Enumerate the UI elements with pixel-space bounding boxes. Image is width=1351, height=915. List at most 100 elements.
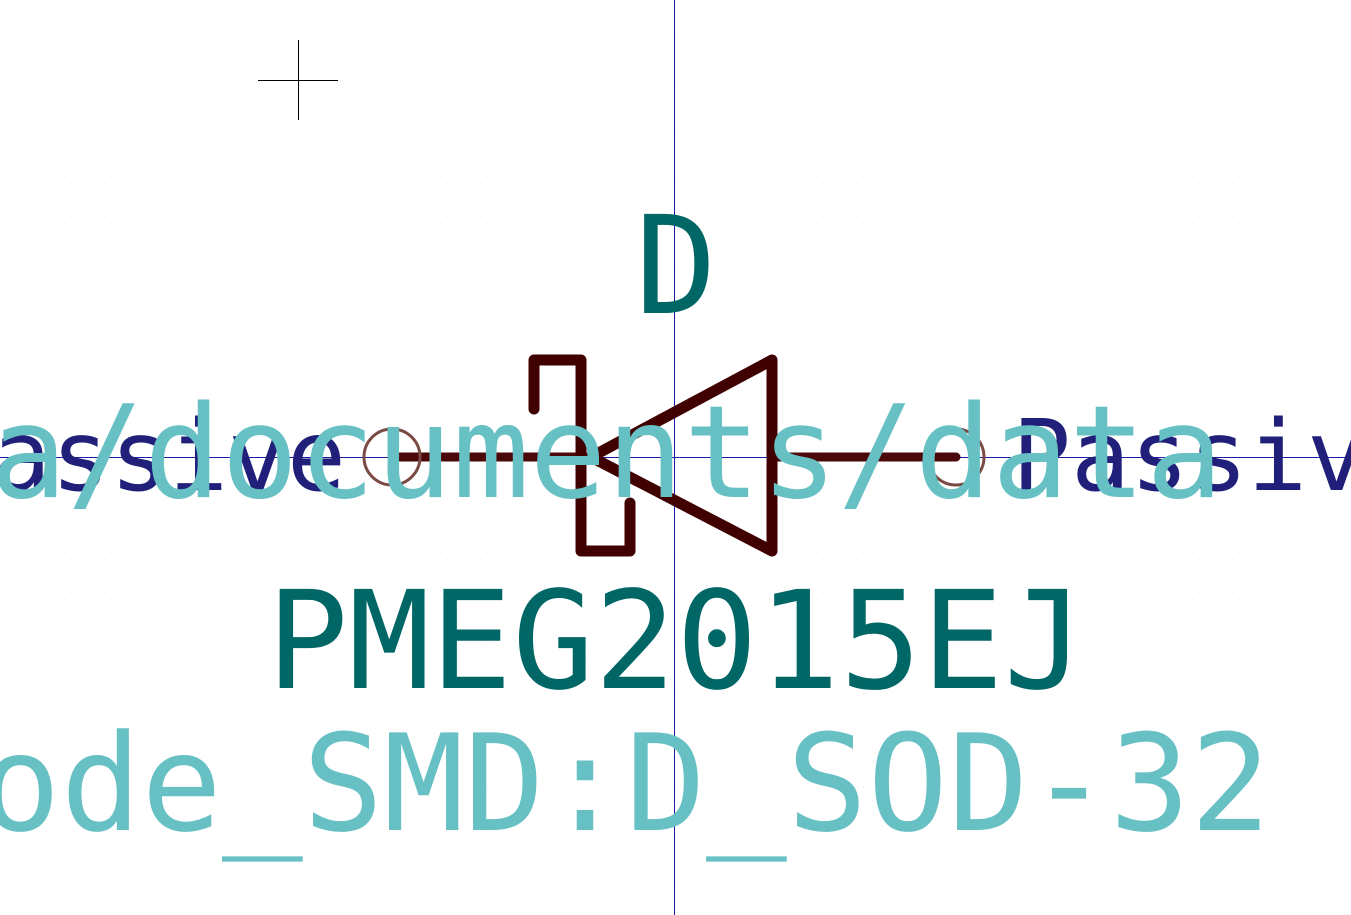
grid-dot <box>393 176 394 177</box>
grid-dot <box>1333 82 1334 83</box>
grid-dot <box>111 693 112 694</box>
grid-dot <box>205 82 206 83</box>
grid-dot <box>1145 35 1146 36</box>
grid-dot <box>17 35 18 36</box>
grid-dot <box>910 599 911 600</box>
grid-dot <box>487 82 488 83</box>
grid-dot <box>158 364 159 365</box>
grid-dot <box>252 223 253 224</box>
grid-dot <box>534 35 535 36</box>
grid-dot <box>1004 646 1005 647</box>
grid-dot <box>1004 693 1005 694</box>
grid-dot <box>1004 552 1005 553</box>
reference-field[interactable]: D <box>635 188 717 346</box>
grid-dot <box>17 82 18 83</box>
grid-dot <box>1239 787 1240 788</box>
grid-dot <box>581 317 582 318</box>
grid-dot <box>957 646 958 647</box>
grid-dot <box>158 35 159 36</box>
grid-dot <box>1051 881 1052 882</box>
grid-dot <box>64 35 65 36</box>
grid-dot <box>769 129 770 130</box>
grid-dot <box>1098 881 1099 882</box>
grid-dot <box>205 411 206 412</box>
grid-dot <box>722 787 723 788</box>
grid-dot <box>1145 834 1146 835</box>
grid-dot <box>769 787 770 788</box>
crosshair-cursor <box>258 40 338 120</box>
grid-dot <box>534 552 535 553</box>
grid-dot <box>158 552 159 553</box>
grid-dot <box>769 881 770 882</box>
pin-right-endpoint[interactable] <box>926 427 986 487</box>
grid-dot <box>17 411 18 412</box>
grid-dot <box>722 881 723 882</box>
grid-dot <box>158 881 159 882</box>
grid-dot <box>64 411 65 412</box>
value-field[interactable]: PMEG2015EJ <box>267 563 1086 721</box>
grid-dot <box>1145 646 1146 647</box>
grid-dot <box>863 364 864 365</box>
grid-dot <box>722 599 723 600</box>
grid-dot <box>628 223 629 224</box>
grid-dot <box>252 505 253 506</box>
datasheet-field[interactable]: a/documents/data <box>0 379 1223 528</box>
grid-dot <box>299 223 300 224</box>
grid-dot <box>675 82 676 83</box>
pin-left-endpoint[interactable] <box>362 427 422 487</box>
grid-dot <box>299 599 300 600</box>
grid-dot <box>910 787 911 788</box>
grid-dot <box>957 364 958 365</box>
grid-dot <box>1051 82 1052 83</box>
grid-dot <box>64 693 65 694</box>
grid-dot <box>722 82 723 83</box>
grid-dot <box>957 834 958 835</box>
grid-dot <box>252 317 253 318</box>
grid-dot <box>346 129 347 130</box>
grid-dot <box>769 646 770 647</box>
pin-left[interactable] <box>362 427 597 487</box>
grid-dot <box>534 223 535 224</box>
grid-dot <box>299 411 300 412</box>
grid-dot <box>1004 787 1005 788</box>
pin-right[interactable] <box>767 427 986 487</box>
grid-dot <box>675 599 676 600</box>
grid-dot <box>1051 223 1052 224</box>
schottky-cathode-bar[interactable] <box>528 354 636 557</box>
grid-dot <box>1239 505 1240 506</box>
grid-dot <box>1192 505 1193 506</box>
grid-dot <box>1333 552 1334 553</box>
grid-dot <box>252 646 253 647</box>
grid-dot <box>440 552 441 553</box>
grid-dot <box>111 317 112 318</box>
grid-dot <box>1145 881 1146 882</box>
grid-dot <box>17 552 18 553</box>
grid-dot <box>628 35 629 36</box>
grid-dot <box>64 176 65 177</box>
grid-dot <box>158 740 159 741</box>
grid-dot <box>910 223 911 224</box>
grid-dot <box>1192 129 1193 130</box>
grid-dot <box>534 505 535 506</box>
grid-dot <box>1333 646 1334 647</box>
grid-dot <box>158 505 159 506</box>
grid-dot <box>205 458 206 459</box>
grid-dot <box>111 270 112 271</box>
grid-dot <box>1333 693 1334 694</box>
diode-body[interactable] <box>528 354 778 557</box>
grid-dot <box>957 411 958 412</box>
grid-dot <box>863 646 864 647</box>
diode-triangle[interactable] <box>585 354 778 557</box>
grid-dot <box>299 881 300 882</box>
grid-dot <box>205 270 206 271</box>
grid-dot <box>1098 82 1099 83</box>
grid-dot <box>158 129 159 130</box>
grid-dot <box>299 552 300 553</box>
grid-dot <box>346 411 347 412</box>
grid-dot <box>440 270 441 271</box>
grid-dot <box>1239 223 1240 224</box>
grid-dot <box>393 270 394 271</box>
footprint-field[interactable]: ode_SMD:D_SOD-32 <box>0 706 1271 862</box>
